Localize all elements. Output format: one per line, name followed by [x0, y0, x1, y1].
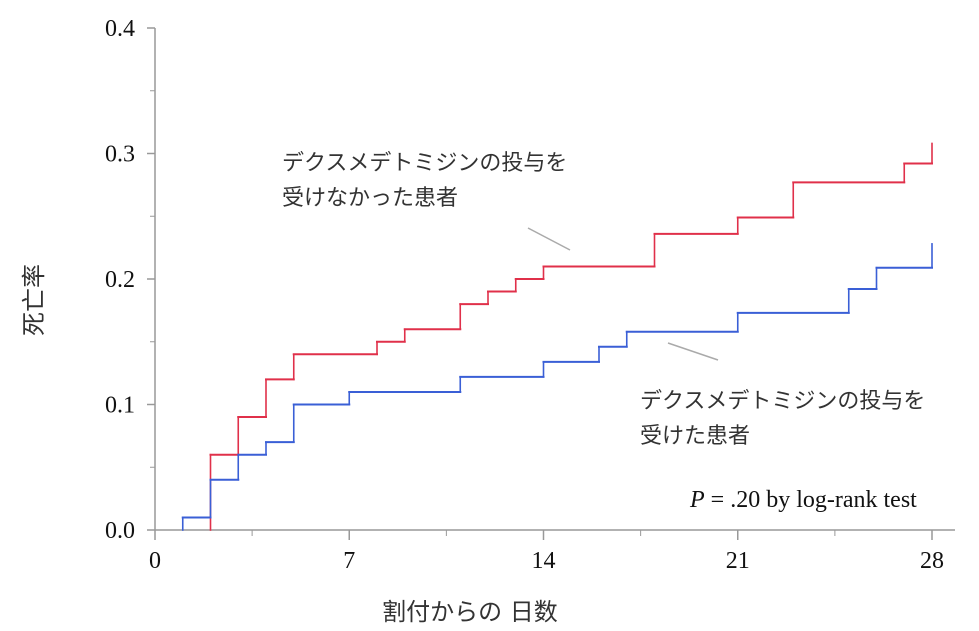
- x-tick-label: 21: [726, 548, 750, 574]
- y-tick-label: 0.2: [105, 267, 135, 293]
- not-treated-label-line-2: 受けなかった患者: [282, 186, 458, 211]
- x-tick-label: 28: [920, 548, 944, 574]
- y-tick-label: 0.0: [105, 518, 135, 544]
- treated-label-line-2: 受けた患者: [640, 424, 750, 449]
- y-tick-label: 0.3: [105, 142, 135, 168]
- y-tick-label: 0.1: [105, 393, 135, 419]
- p-value-italic: P: [689, 487, 705, 513]
- p-value-annotation: P = .20 by log-rank test: [689, 487, 917, 513]
- treated-label-line-1: デクスメデトミジンの投与を: [640, 389, 925, 414]
- y-tick-label: 0.4: [105, 16, 135, 42]
- not-treated-label-line-1: デクスメデトミジンの投与を: [282, 151, 567, 176]
- p-value-text: = .20 by log-rank test: [705, 487, 918, 513]
- x-tick-label: 7: [343, 548, 355, 574]
- not-treated-pointer: [527, 227, 571, 251]
- x-tick-label: 0: [149, 548, 161, 574]
- series-layer: [181, 142, 933, 531]
- axes: 0.0 0.1 0.2 0.3 0.4 0 7 14 21 28: [105, 16, 955, 574]
- x-tick-label: 14: [532, 548, 556, 574]
- labels-layer: 死亡率 割付からの 日数 デクスメデトミジンの投与を 受けなかった患者 デクスメ…: [20, 151, 925, 626]
- treated-pointer: [667, 342, 719, 361]
- y-axis-label: 死亡率: [20, 264, 48, 336]
- x-axis-label: 割付からの 日数: [382, 598, 558, 626]
